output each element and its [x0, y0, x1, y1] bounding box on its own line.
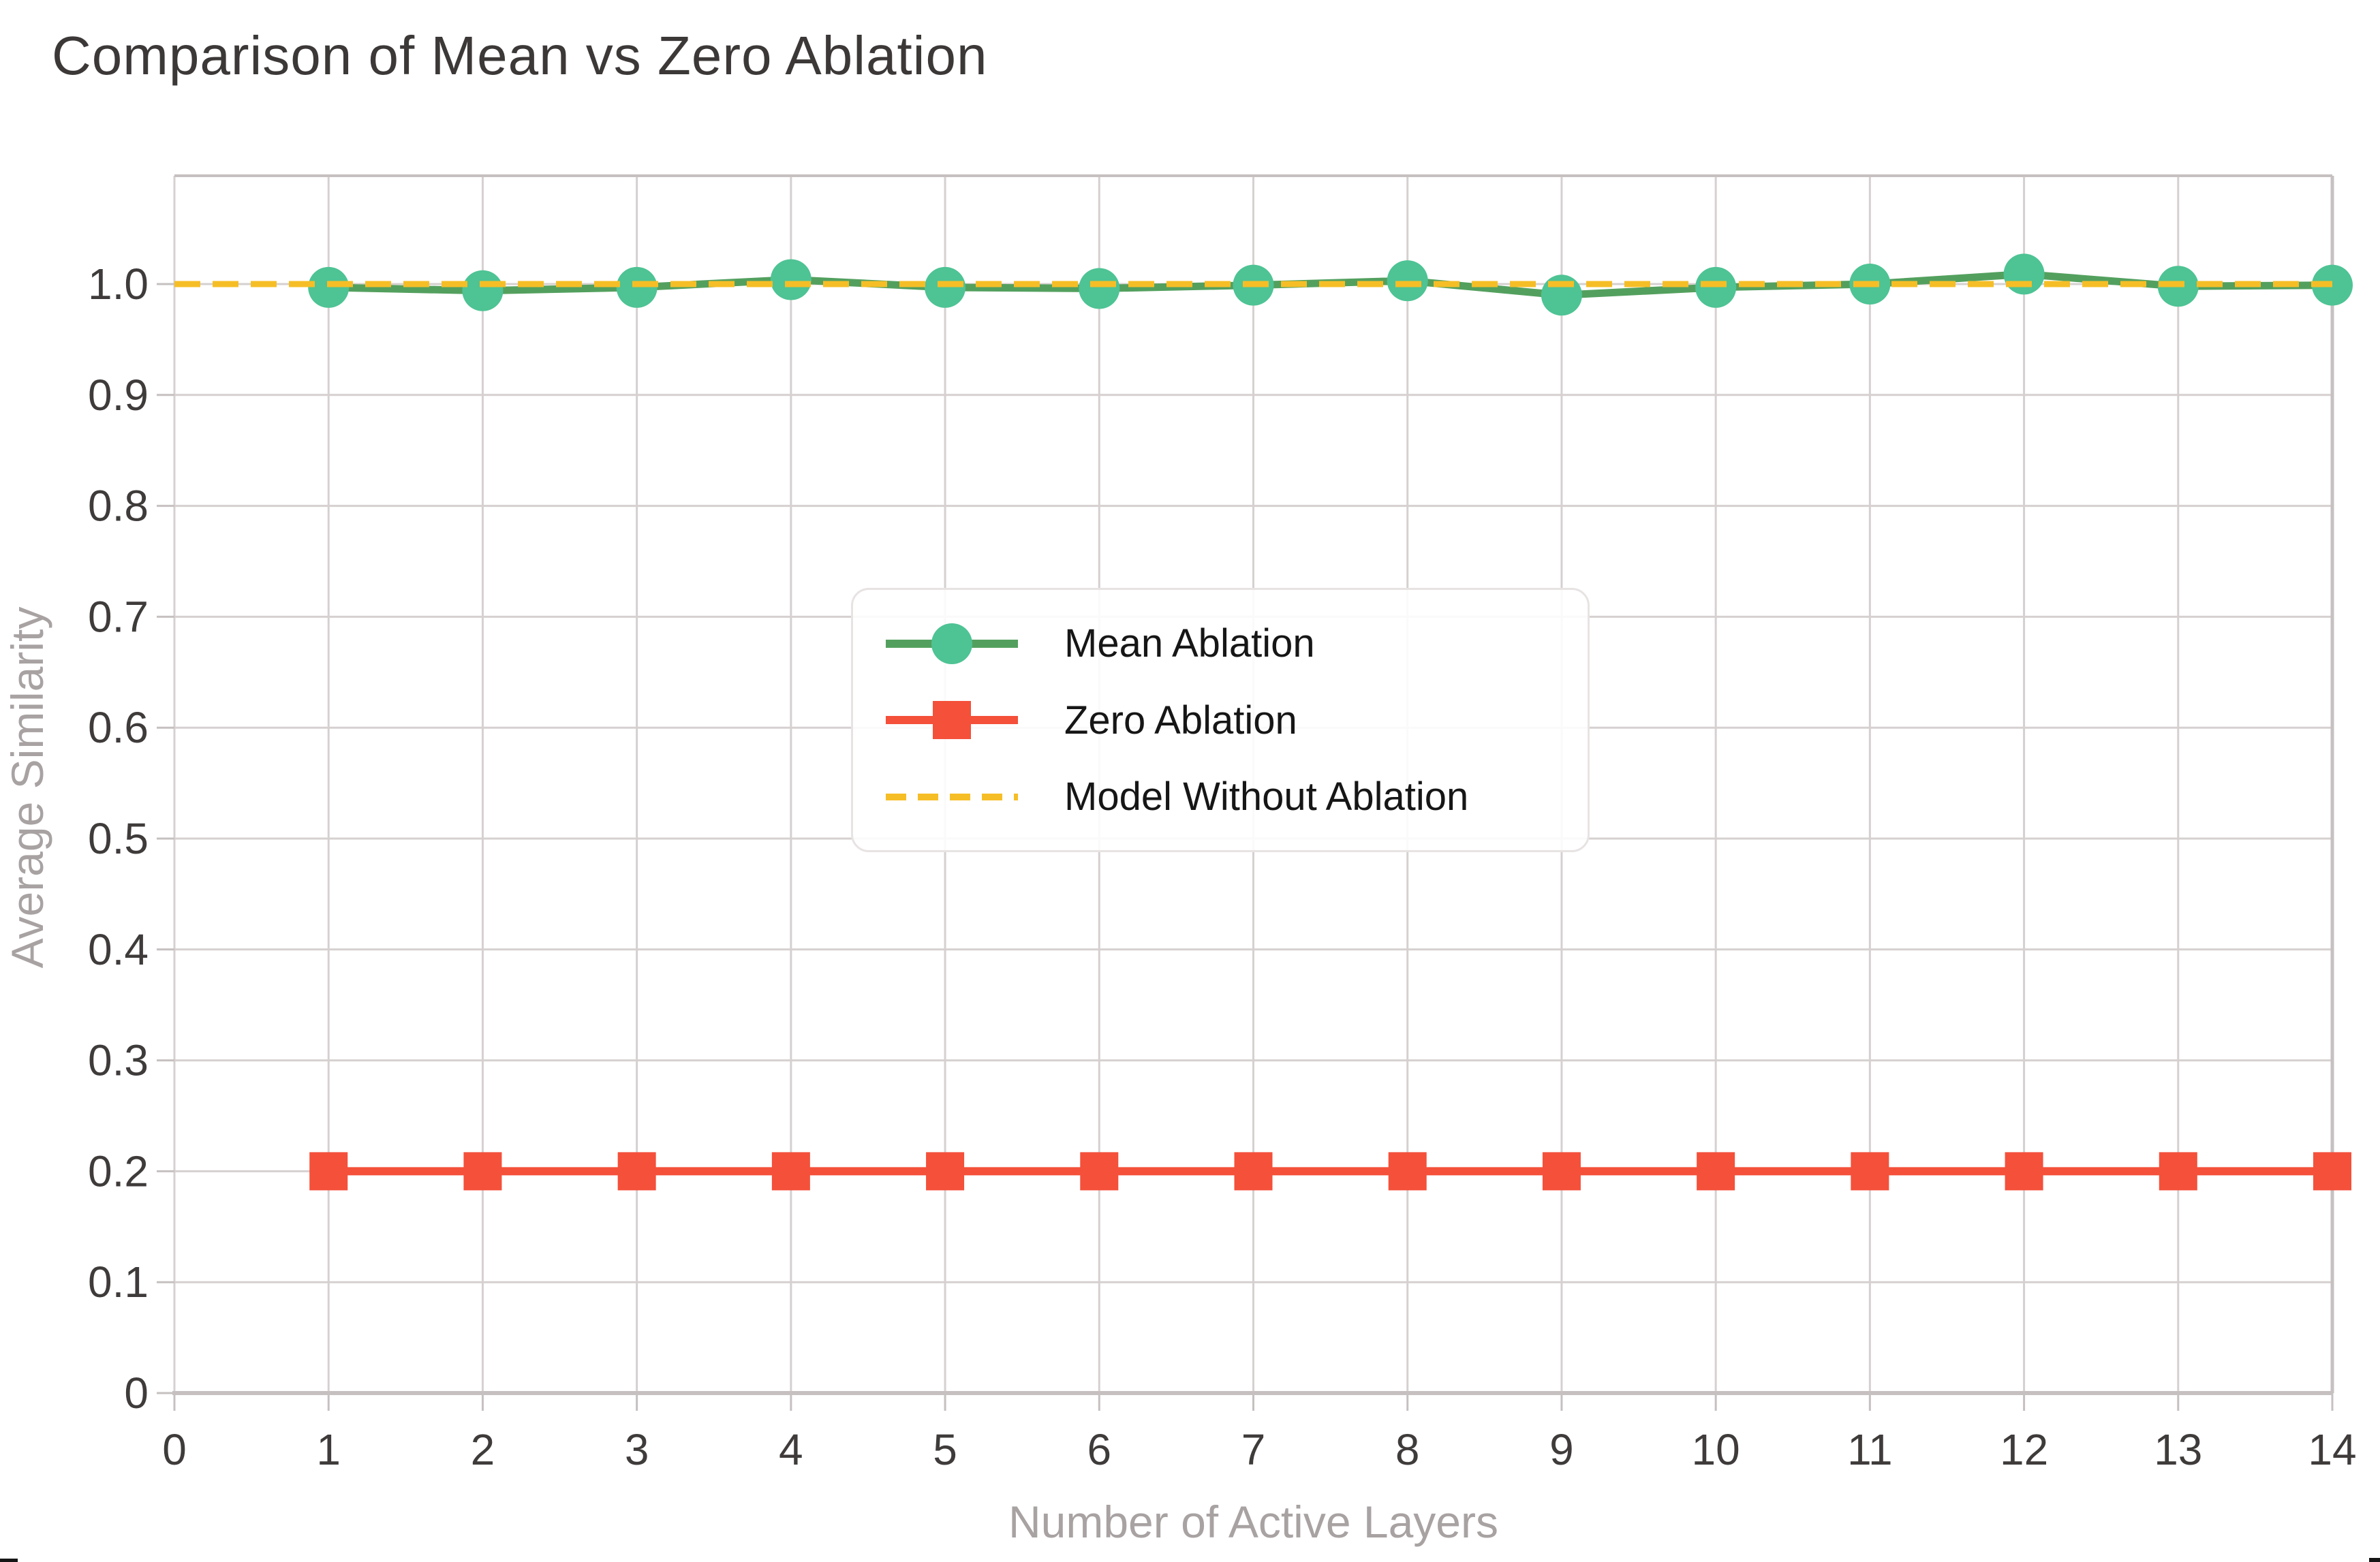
zero-ablation-marker	[1697, 1152, 1735, 1191]
legend-swatch	[886, 793, 1018, 800]
mean-ablation-marker	[2003, 253, 2045, 295]
x-tick-label: 2	[471, 1425, 495, 1474]
x-tick-label: 12	[2000, 1425, 2048, 1474]
zero-ablation-marker	[1542, 1152, 1581, 1191]
zero-ablation-marker	[309, 1152, 348, 1191]
cutoff-element-bottom-left	[0, 1559, 18, 1562]
legend-swatch	[886, 701, 1018, 739]
x-tick-label: 8	[1395, 1425, 1420, 1474]
legend-label: Model Without Ablation	[1064, 775, 1469, 819]
mean-ablation-marker	[1387, 260, 1428, 302]
mean-ablation-marker	[462, 270, 504, 311]
zero-ablation-marker	[1234, 1152, 1273, 1191]
zero-ablation-marker	[617, 1152, 656, 1191]
y-tick-label: 1.0	[88, 260, 149, 309]
x-tick-label: 3	[625, 1425, 649, 1474]
zero-ablation-marker	[1388, 1152, 1427, 1191]
mean-ablation-marker	[308, 266, 350, 308]
x-tick-label: 14	[2308, 1425, 2356, 1474]
y-tick-label: 0.7	[88, 592, 149, 641]
y-tick-label: 0.5	[88, 814, 149, 863]
legend-item-zero-ablation[interactable]: Zero Ablation	[880, 693, 1588, 747]
y-tick-label: 0	[124, 1369, 149, 1418]
y-tick-label: 0.8	[88, 482, 149, 531]
zero-ablation-marker	[926, 1152, 965, 1191]
mean-ablation-marker	[1079, 268, 1120, 309]
y-tick-label: 0.3	[88, 1036, 149, 1085]
x-tick-label: 13	[2154, 1425, 2202, 1474]
x-tick-label: 10	[1692, 1425, 1740, 1474]
mean-ablation-marker	[1541, 275, 1582, 316]
x-tick-label: 6	[1087, 1425, 1111, 1474]
y-tick-label: 0.6	[88, 703, 149, 752]
x-axis-title: Number of Active Layers	[1008, 1497, 1498, 1547]
x-tick-label: 11	[1847, 1425, 1892, 1474]
y-tick-label: 0.4	[88, 925, 149, 974]
zero-ablation-marker	[1080, 1152, 1119, 1191]
x-tick-label: 4	[779, 1425, 803, 1474]
x-tick-label: 9	[1549, 1425, 1574, 1474]
x-tick-label: 5	[933, 1425, 957, 1474]
mean-ablation-marker	[616, 266, 658, 308]
mean-ablation-marker	[925, 266, 966, 308]
legend: Mean Ablation Zero Ablation Model Without …	[851, 588, 1590, 852]
legend-item-model-without-ablation[interactable]: Model Without Ablation	[880, 770, 1588, 824]
legend-swatch	[886, 623, 1018, 664]
y-tick-label: 0.2	[88, 1146, 149, 1196]
zero-ablation-marker	[2313, 1152, 2351, 1191]
zero-ablation-marker	[771, 1152, 810, 1191]
legend-label: Zero Ablation	[1064, 698, 1297, 743]
zero-ablation-marker	[463, 1152, 502, 1191]
x-tick-label: 0	[162, 1425, 187, 1474]
y-tick-label: 0.1	[88, 1258, 149, 1307]
y-axis-title: Average Similarity	[2, 606, 52, 969]
zero-ablation-marker	[2005, 1152, 2043, 1191]
zero-ablation-marker	[2159, 1152, 2197, 1191]
legend-item-mean-ablation[interactable]: Mean Ablation	[880, 616, 1588, 671]
x-tick-label: 1	[316, 1425, 341, 1474]
y-tick-label: 0.9	[88, 371, 149, 420]
chart-title: Comparison of Mean vs Zero Ablation	[52, 25, 988, 86]
mean-ablation-marker	[770, 259, 812, 300]
mean-ablation-marker	[1695, 266, 1737, 308]
cutoff-element-bottom-right	[2369, 1558, 2380, 1562]
zero-ablation-marker	[1851, 1152, 1889, 1191]
legend-label: Mean Ablation	[1064, 621, 1315, 666]
x-tick-label: 7	[1241, 1425, 1266, 1474]
